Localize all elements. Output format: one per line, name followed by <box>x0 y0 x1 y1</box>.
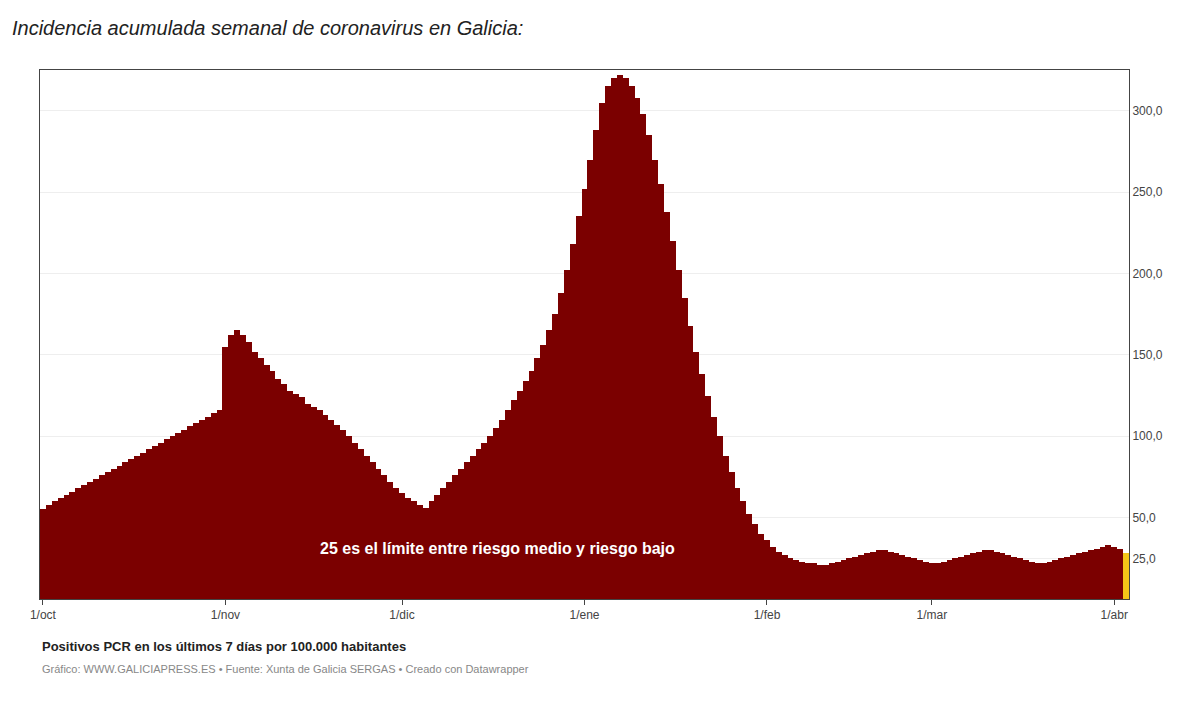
svg-text:1/nov: 1/nov <box>211 608 240 622</box>
svg-text:1/dic: 1/dic <box>389 608 414 622</box>
svg-text:25 es el límite entre riesgo m: 25 es el límite entre riesgo medio y rie… <box>320 540 675 557</box>
svg-text:100,0: 100,0 <box>1132 429 1162 443</box>
svg-text:Incidencia acumulada semanal d: Incidencia acumulada semanal de coronavi… <box>12 17 523 39</box>
svg-text:1/feb: 1/feb <box>754 608 781 622</box>
svg-text:1/ene: 1/ene <box>569 608 599 622</box>
svg-text:25,0: 25,0 <box>1132 552 1156 566</box>
svg-text:Gráfico: WWW.GALICIAPRESS.ES •: Gráfico: WWW.GALICIAPRESS.ES • Fuente: X… <box>42 663 529 675</box>
svg-text:1/abr: 1/abr <box>1101 608 1128 622</box>
svg-text:150,0: 150,0 <box>1132 348 1162 362</box>
svg-text:1/mar: 1/mar <box>916 608 947 622</box>
svg-text:200,0: 200,0 <box>1132 267 1162 281</box>
svg-text:300,0: 300,0 <box>1132 104 1162 118</box>
svg-text:1/oct: 1/oct <box>30 608 57 622</box>
svg-text:Positivos PCR en los últimos 7: Positivos PCR en los últimos 7 días por … <box>42 639 406 654</box>
svg-text:250,0: 250,0 <box>1132 185 1162 199</box>
svg-text:50,0: 50,0 <box>1132 511 1156 525</box>
